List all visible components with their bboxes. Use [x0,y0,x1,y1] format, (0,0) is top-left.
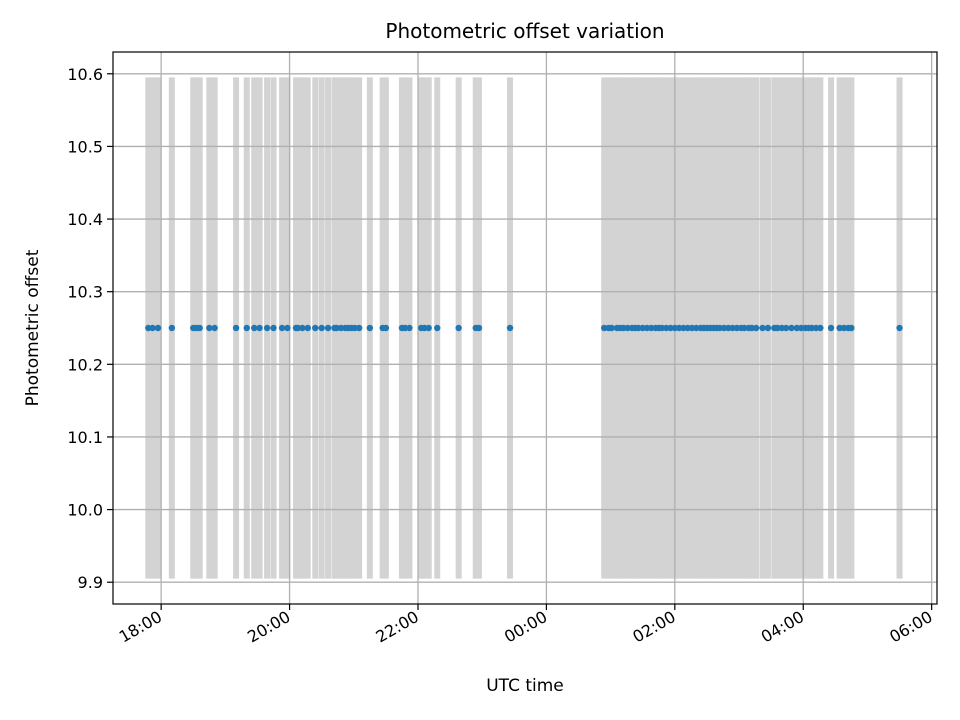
data-point [382,324,390,332]
y-tick-label: 10.6 [67,65,103,84]
data-point [284,324,291,332]
data-point [848,324,855,332]
data-point [168,324,176,332]
data-point [752,324,760,332]
data-point [232,324,240,332]
y-tick-label: 10.4 [67,210,103,229]
data-point [817,324,824,332]
data-point [318,324,325,332]
data-point [782,324,790,332]
y-tick-label: 10.0 [67,501,103,520]
data-point [299,324,306,332]
data-point [355,324,363,332]
y-tick-label: 10.2 [67,355,103,374]
data-point [211,324,218,332]
points-layer [145,324,903,332]
data-point [788,324,795,332]
plot-frame [112,51,938,605]
data-point [506,324,514,332]
y-tick-label: 10.3 [67,283,103,302]
y-tick-label: 9.9 [78,573,103,592]
y-tick-label: 10.1 [67,428,103,447]
data-point [434,324,441,332]
data-point [455,324,462,332]
data-point [251,324,258,332]
data-point [764,324,772,332]
data-point [278,324,286,332]
data-point [206,324,213,332]
data-point [827,324,835,332]
data-point [270,324,277,332]
data-point [196,324,203,332]
data-point [263,324,271,332]
x-axis-label: UTC time [486,676,564,696]
data-point [243,324,250,332]
y-axis-label: Photometric offset [23,249,43,406]
y-tick-label: 10.5 [67,137,103,156]
data-point [154,324,162,332]
chart-title: Photometric offset variation [385,19,664,43]
y-axis: 9.9 10.0 10.1 10.2 10.3 10.4 10.5 10.6 [67,65,113,592]
data-point [312,324,319,332]
data-point [475,324,483,332]
data-point [896,324,903,332]
data-point [366,324,374,332]
data-point [759,324,766,332]
data-point [406,324,413,332]
data-point [256,324,263,332]
data-point [324,324,332,332]
data-point [425,324,432,332]
data-point [149,324,156,332]
data-point [608,324,615,332]
data-point [304,324,311,332]
